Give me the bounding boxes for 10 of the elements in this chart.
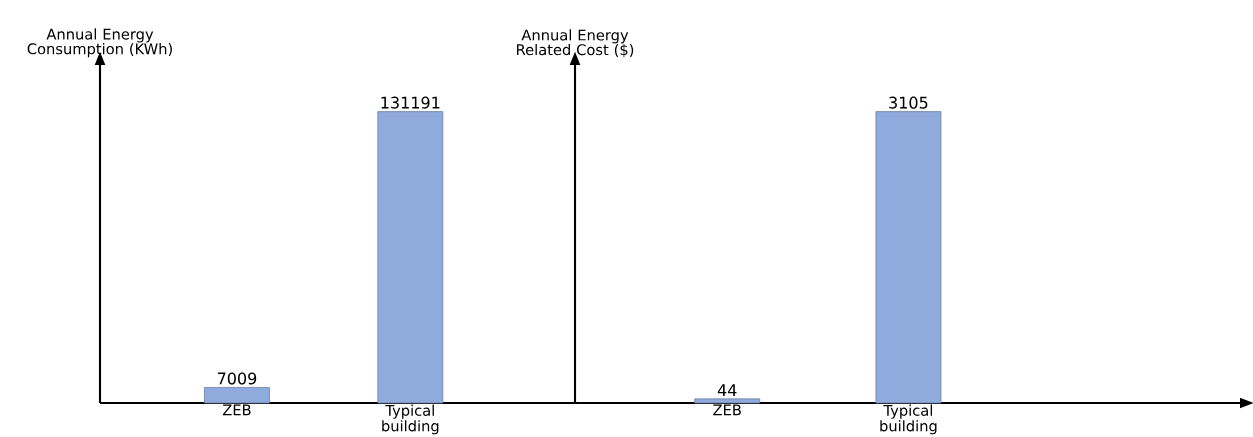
x-tick-label: ZEB: [222, 404, 251, 416]
x-tick-label: Typical building: [880, 404, 937, 435]
data-label: 7009: [217, 372, 257, 385]
data-label: 131191: [381, 96, 440, 109]
y-axis-title: Annual Energy Consumption (KWh): [27, 28, 172, 58]
x-tick-label: Typical building: [382, 404, 439, 435]
x-tick-label: ZEB: [713, 404, 741, 416]
y-axis-title: Annual Energy Related Cost ($): [517, 29, 634, 58]
data-label: 3105: [889, 96, 928, 109]
data-label: 44: [717, 384, 737, 396]
